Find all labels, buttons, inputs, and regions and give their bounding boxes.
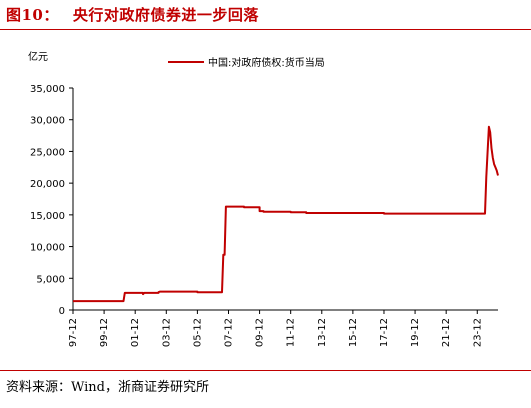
x-tick-label: 01-12 <box>130 318 141 347</box>
x-tick-label: 09-12 <box>255 318 266 347</box>
y-tick-label: 15,000 <box>30 211 65 222</box>
y-axis: 0 5,000 10,000 15,000 20,000 25,000 30,000 35,0… <box>30 84 74 317</box>
x-tick-label: 03-12 <box>161 318 172 347</box>
x-axis: 97-12 99-12 01-12 03-12 05-12 07-12 09-12 11-12… <box>68 309 498 347</box>
title-divider <box>0 29 531 30</box>
x-tick-label: 15-12 <box>348 318 359 347</box>
line-chart: 亿元 0 5,000 10,000 15,000 20,000 25,000 30,000 3… <box>28 50 499 347</box>
y-unit-label: 亿元 <box>28 50 48 63</box>
x-tick-label: 19-12 <box>410 318 421 347</box>
figure-title: 图10： 央行对政府债券进一步回落 <box>6 4 259 25</box>
legend-label: 中国:对政府债权:货币当局 <box>208 56 325 69</box>
figure-label: 图10： <box>6 6 59 24</box>
x-tick-label: 97-12 <box>68 318 79 347</box>
x-tick-label: 13-12 <box>317 318 328 347</box>
y-tick-label: 30,000 <box>30 116 65 127</box>
x-tick-label: 05-12 <box>192 318 203 347</box>
y-tick-label: 20,000 <box>30 179 65 190</box>
x-tick-label: 07-12 <box>223 318 234 347</box>
source-divider <box>0 370 531 371</box>
y-tick-label: 0 <box>59 306 65 317</box>
x-tick-label: 21-12 <box>441 318 452 347</box>
source-note: 资料来源：Wind，浙商证券研究所 <box>6 380 209 395</box>
x-tick-label: 17-12 <box>379 318 390 347</box>
x-tick-label: 11-12 <box>286 318 297 347</box>
y-tick-label: 5,000 <box>36 274 65 285</box>
x-tick-label: 23-12 <box>472 318 483 347</box>
y-tick-label: 25,000 <box>30 147 65 158</box>
y-tick-label: 10,000 <box>30 243 65 254</box>
x-tick-label: 99-12 <box>99 318 110 347</box>
legend: 中国:对政府债权:货币当局 <box>168 56 325 69</box>
series-group <box>73 125 499 303</box>
series-line <box>73 125 499 303</box>
y-tick-label: 35,000 <box>30 84 65 95</box>
figure-title-text: 央行对政府债券进一步回落 <box>72 6 259 24</box>
